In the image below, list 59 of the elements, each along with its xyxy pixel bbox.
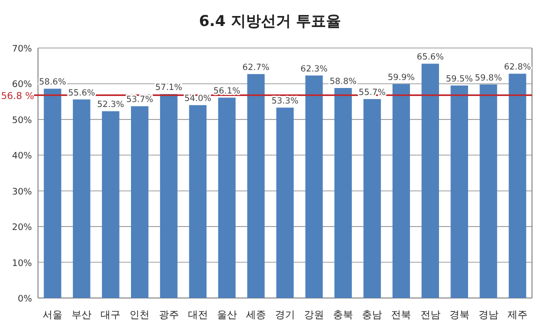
bar: [247, 74, 265, 298]
bar: [44, 88, 62, 298]
y-tick-label: 40%: [12, 152, 32, 162]
data-label: 54.0%: [184, 94, 212, 104]
y-tick-label: 0%: [18, 294, 32, 304]
data-label: 59.8%: [474, 73, 502, 84]
x-tick-label: 울산: [216, 310, 237, 321]
bar: [305, 76, 323, 298]
bar: [218, 98, 236, 298]
data-label: 58.8%: [330, 77, 357, 87]
ref-line-label: 56.8 %: [1, 91, 34, 102]
y-tick-label: 30%: [12, 187, 32, 198]
data-label: 62.8%: [504, 62, 531, 73]
x-tick-label: 제주: [507, 310, 528, 321]
data-label: 58.6%: [39, 78, 66, 88]
x-tick-label: 대구: [100, 310, 121, 321]
y-tick-label: 60%: [12, 80, 32, 90]
x-tick-label: 충남: [362, 310, 382, 321]
bar: [276, 108, 294, 298]
x-tick-label: 광주: [158, 310, 179, 321]
bar: [422, 64, 440, 298]
bar: [72, 99, 90, 298]
x-tick-label: 서울: [42, 310, 63, 321]
bar: [130, 106, 148, 298]
data-label: 53.7%: [126, 95, 154, 106]
x-tick-label: 세종: [246, 310, 266, 321]
x-tick-label: 인천: [130, 310, 150, 321]
bar: [450, 86, 468, 298]
data-label: 59.9%: [388, 73, 415, 84]
x-tick-label: 전북: [391, 310, 412, 321]
bar: [480, 84, 498, 298]
bar: [363, 99, 381, 298]
bar: [392, 84, 410, 298]
x-tick-label: 경기: [275, 310, 295, 321]
x-tick-label: 대전: [188, 310, 208, 321]
data-label: 62.3%: [300, 64, 328, 74]
bar: [102, 111, 120, 298]
x-tick-label: 부산: [72, 310, 92, 321]
data-label: 62.7%: [242, 63, 270, 74]
y-tick-label: 70%: [12, 44, 32, 54]
data-label: 59.5%: [446, 74, 473, 84]
x-tick-label: 경남: [478, 310, 498, 321]
bar: [189, 105, 207, 298]
x-tick-label: 강원: [304, 310, 324, 321]
y-tick-label: 50%: [12, 116, 32, 126]
bar: [508, 74, 526, 298]
x-tick-label: 충북: [333, 310, 354, 321]
data-label: 53.3%: [271, 96, 299, 107]
y-tick-label: 10%: [12, 258, 32, 269]
bar: [334, 88, 352, 298]
data-label: 56.1%: [213, 86, 240, 97]
bar: [160, 94, 178, 298]
data-label: 57.1%: [155, 83, 182, 94]
chart-title: 6.4 지방선거 투표율: [198, 12, 342, 30]
x-tick-label: 전남: [420, 310, 440, 321]
data-label: 65.6%: [416, 52, 444, 63]
x-tick-label: 경북: [449, 310, 470, 321]
data-label: 52.3%: [97, 100, 124, 110]
y-tick-label: 20%: [12, 223, 32, 234]
